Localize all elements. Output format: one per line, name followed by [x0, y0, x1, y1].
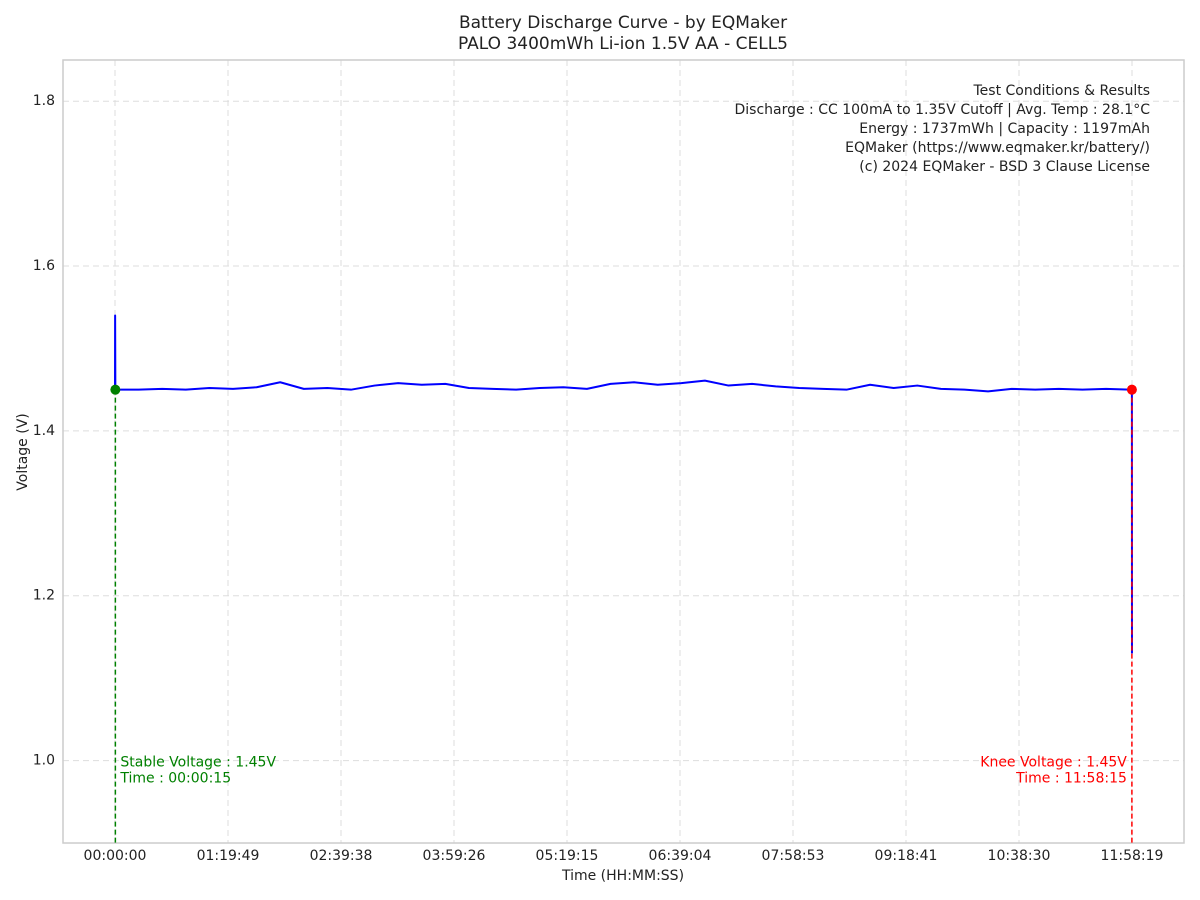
x-tick-label: 03:59:26 [423, 848, 486, 864]
info-text: Energy : 1737mWh | Capacity : 1197mAh [859, 121, 1150, 137]
plot-frame [62, 59, 1185, 844]
marker-label: Time : 11:58:15 [1015, 771, 1127, 787]
x-tick-label: 01:19:49 [197, 848, 260, 864]
x-tick-label: 06:39:04 [649, 848, 712, 864]
chart-title: Battery Discharge Curve - by EQMaker [459, 13, 787, 33]
marker-point [1126, 384, 1137, 395]
info-text: EQMaker (https://www.eqmaker.kr/battery/… [845, 140, 1150, 156]
info-text: Discharge : CC 100mA to 1.35V Cutoff | A… [734, 102, 1150, 118]
x-tick-label: 09:18:41 [875, 848, 938, 864]
x-tick-label: 02:39:38 [310, 848, 373, 864]
x-axis-label: Time (HH:MM:SS) [561, 868, 684, 884]
x-tick-label: 05:19:15 [536, 848, 599, 864]
x-tick-label: 00:00:00 [84, 848, 147, 864]
marker-label: Stable Voltage : 1.45V [120, 755, 276, 771]
x-tick-label: 07:58:53 [762, 848, 825, 864]
y-axis-label: Voltage (V) [15, 413, 31, 490]
data-line [114, 314, 1133, 654]
x-tick-label: 11:58:19 [1101, 848, 1164, 864]
x-tick-label: 10:38:30 [988, 848, 1051, 864]
y-tick-label: 1.0 [33, 753, 55, 769]
marker-label: Knee Voltage : 1.45V [980, 755, 1127, 771]
y-tick-label: 1.2 [33, 588, 55, 604]
info-text: Test Conditions & Results [973, 83, 1151, 99]
y-tick-label: 1.4 [33, 423, 55, 439]
marker-label: Time : 00:00:15 [119, 771, 231, 787]
info-text: (c) 2024 EQMaker - BSD 3 Clause License [859, 159, 1150, 175]
y-tick-label: 1.6 [33, 258, 55, 274]
y-tick-label: 1.8 [33, 93, 55, 109]
chart-subtitle: PALO 3400mWh Li-ion 1.5V AA - CELL5 [458, 34, 788, 54]
marker-point [110, 384, 121, 395]
